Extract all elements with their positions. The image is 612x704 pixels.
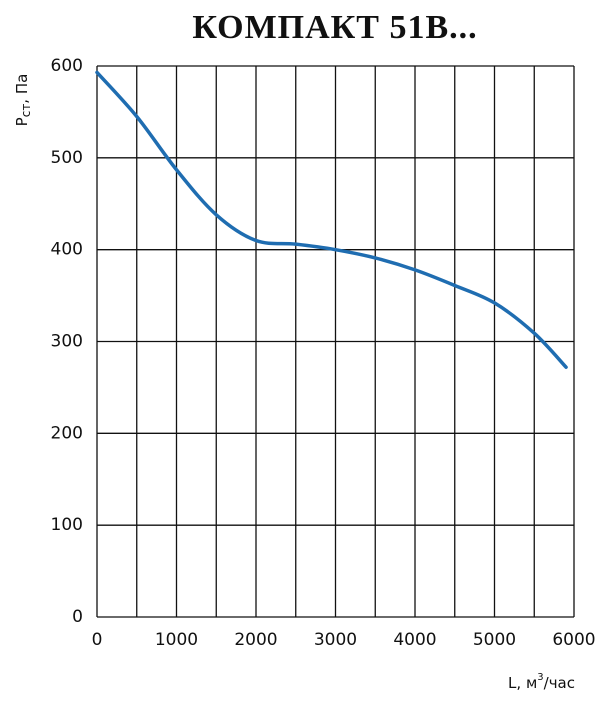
x-label-sup: 3 xyxy=(537,672,543,683)
y-label-rest: , Па xyxy=(13,74,31,104)
x-tick-label: 3000 xyxy=(314,630,357,650)
y-tick-label: 500 xyxy=(51,148,83,168)
y-tick-label: 400 xyxy=(51,240,83,260)
x-tick-label: 1000 xyxy=(155,630,198,650)
y-tick-label: 600 xyxy=(51,56,83,76)
chart-title: КОМПАКТ 51B... xyxy=(192,9,477,46)
x-tick-label: 4000 xyxy=(393,630,436,650)
x-tick-label: 6000 xyxy=(552,630,595,650)
x-tick-label: 2000 xyxy=(234,630,277,650)
y-label-main: P xyxy=(13,117,31,126)
x-axis-label: L, м3/час xyxy=(508,672,575,692)
y-tick-label: 100 xyxy=(51,515,83,535)
y-label-sub: ст xyxy=(19,104,33,118)
y-tick-label: 0 xyxy=(72,607,83,627)
y-tick-label: 200 xyxy=(51,423,83,443)
x-label-rest: /час xyxy=(544,674,575,692)
x-label-main: L, м xyxy=(508,674,537,692)
y-tick-label: 300 xyxy=(51,332,83,352)
curve xyxy=(95,70,568,369)
x-tick-label: 0 xyxy=(92,630,103,650)
y-axis-label: Pст, Па xyxy=(13,74,33,127)
x-tick-label: 5000 xyxy=(473,630,516,650)
